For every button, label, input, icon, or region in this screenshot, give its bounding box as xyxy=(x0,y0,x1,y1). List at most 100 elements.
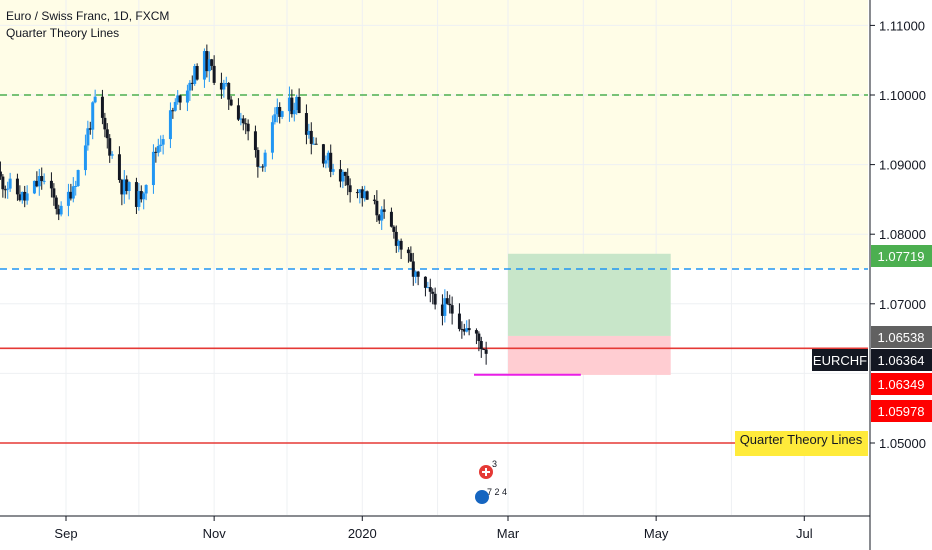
candle-body xyxy=(329,152,333,172)
candle-up xyxy=(443,289,447,323)
candle-down xyxy=(253,125,257,158)
target-zone xyxy=(508,253,671,336)
candle-body xyxy=(307,130,311,135)
candle-body xyxy=(1,176,5,190)
candle-body xyxy=(69,191,73,199)
candle-up xyxy=(6,181,10,199)
candle-down xyxy=(433,287,437,310)
candle-down xyxy=(49,172,53,198)
candle-down xyxy=(431,288,435,305)
candle-body xyxy=(448,303,452,306)
candle-down xyxy=(108,134,112,163)
eu-flag-icon xyxy=(475,490,489,504)
candle-down xyxy=(389,207,393,228)
horizontal-lines-layer xyxy=(0,94,868,444)
candle-body xyxy=(258,166,262,168)
candle-body xyxy=(37,176,41,187)
candle-body xyxy=(91,102,95,130)
price-label: 1.07719 xyxy=(878,249,925,264)
symbol-title[interactable]: Euro / Swiss Franc, 1D, FXCM xyxy=(6,9,170,23)
candle-down xyxy=(117,146,121,183)
candle-body xyxy=(477,333,481,342)
candle-down xyxy=(54,195,58,215)
candle-body xyxy=(222,83,226,90)
candle-down xyxy=(372,194,376,205)
candle-down xyxy=(365,190,369,200)
candle-up xyxy=(307,123,311,139)
candle-down xyxy=(474,328,478,345)
candle-body xyxy=(35,180,39,187)
candle-down xyxy=(411,252,415,286)
candle-down xyxy=(57,204,61,221)
indicator-tag: Quarter Theory Lines xyxy=(740,432,863,447)
candle-up xyxy=(185,84,189,112)
candle-body xyxy=(423,276,427,288)
candle-body xyxy=(59,205,63,215)
candle-up xyxy=(239,112,243,126)
candle-up xyxy=(20,191,24,204)
candle-body xyxy=(324,160,328,164)
candle-body xyxy=(156,146,160,153)
candle-body xyxy=(239,118,243,120)
candle-down xyxy=(40,167,44,190)
candle-down xyxy=(416,270,420,286)
candle-body xyxy=(178,95,182,103)
candle-up xyxy=(93,89,97,104)
candle-body xyxy=(23,191,27,201)
candle-down xyxy=(236,98,240,122)
candle-up xyxy=(25,185,29,205)
candle-down xyxy=(219,72,223,99)
candle-up xyxy=(144,184,148,201)
candle-body xyxy=(18,194,22,201)
candle-up xyxy=(292,102,296,122)
price-label: 1.06364 xyxy=(878,353,925,368)
candle-down xyxy=(297,88,301,114)
candle-body xyxy=(219,82,223,90)
candle-down xyxy=(3,185,7,199)
candle-body xyxy=(445,298,449,304)
candle-body xyxy=(465,328,469,332)
candle-down xyxy=(450,296,454,325)
candle-body xyxy=(399,240,403,250)
candle-up xyxy=(37,168,41,196)
candle-body xyxy=(278,107,282,117)
indicator-title[interactable]: Quarter Theory Lines xyxy=(6,26,120,40)
candle-body xyxy=(428,287,432,292)
candle-body xyxy=(195,66,199,80)
candle-body xyxy=(241,118,245,124)
candle-body xyxy=(389,211,393,227)
price-label-bg xyxy=(871,349,932,371)
chart-legend: Euro / Swiss Franc, 1D, FXCM Quarter The… xyxy=(6,8,169,42)
candle-down xyxy=(423,276,427,297)
price-labels-layer: 1.07719 1.06538 EURCHF 1.06364 1.06349 1.0597… xyxy=(735,245,932,456)
candle-body xyxy=(382,209,386,212)
candle-down xyxy=(346,168,350,196)
background-layer xyxy=(0,0,868,269)
zone-layer xyxy=(508,253,671,375)
candle-body xyxy=(358,189,362,193)
candle-body xyxy=(154,151,158,153)
candle-body xyxy=(457,313,461,329)
candle-body xyxy=(57,208,61,215)
candle-body xyxy=(380,209,384,221)
event-counts: 7 2 4 xyxy=(487,487,507,497)
candle-down xyxy=(467,319,471,336)
candle-body xyxy=(188,82,192,91)
candle-body xyxy=(392,226,396,232)
candle-body xyxy=(414,271,418,277)
candle-body xyxy=(346,175,350,186)
time-tick-label: Jul xyxy=(796,526,813,541)
symbol-tag: EURCHF xyxy=(813,353,867,368)
candle-body xyxy=(280,111,284,117)
candle-up xyxy=(66,183,70,217)
candle-body xyxy=(151,151,155,186)
indicator-tag-bg xyxy=(735,431,868,456)
candle-down xyxy=(125,175,129,195)
candle-up xyxy=(71,177,75,203)
candle-body xyxy=(275,107,279,115)
candle-down xyxy=(0,161,2,180)
candle-down xyxy=(409,246,413,262)
candle-down xyxy=(171,107,175,119)
candle-up xyxy=(127,181,131,200)
